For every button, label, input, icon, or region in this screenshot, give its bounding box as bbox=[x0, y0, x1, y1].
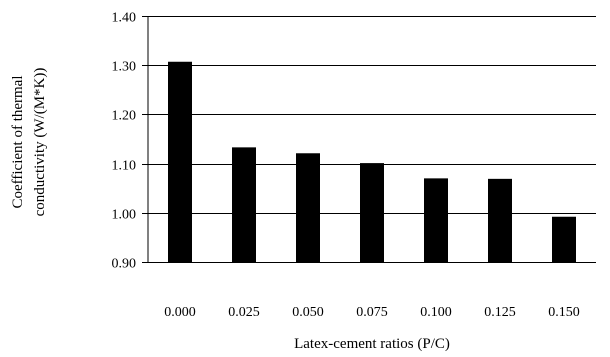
y-tick-label-5: 1.40 bbox=[112, 11, 137, 26]
bars bbox=[168, 61, 576, 263]
bar-4 bbox=[424, 178, 448, 262]
x-category-label-0: 0.000 bbox=[164, 305, 196, 320]
x-category-label-4: 0.100 bbox=[420, 305, 452, 320]
y-tick-label-2: 1.10 bbox=[112, 159, 137, 174]
bar-3 bbox=[360, 163, 384, 262]
x-category-label-1: 0.025 bbox=[228, 305, 260, 320]
x-category-label-6: 0.150 bbox=[548, 305, 580, 320]
y-tick-label-4: 1.30 bbox=[112, 60, 137, 75]
bar-2 bbox=[296, 153, 320, 262]
y-tick-label-3: 1.20 bbox=[112, 109, 137, 124]
x-category-label-5: 0.125 bbox=[484, 305, 516, 320]
bar-0 bbox=[168, 61, 192, 263]
y-tick-label-0: 0.90 bbox=[112, 257, 137, 272]
x-category-label-2: 0.050 bbox=[292, 305, 324, 320]
x-category-label-3: 0.075 bbox=[356, 305, 388, 320]
x-axis-label: Latex-cement ratios (P/C) bbox=[294, 336, 450, 352]
bar-6 bbox=[552, 216, 576, 262]
y-tick-label-1: 1.00 bbox=[112, 208, 137, 223]
y-axis-label-line-1: Coefficient of thermal bbox=[10, 75, 26, 208]
bar-5 bbox=[488, 178, 512, 262]
bar-1 bbox=[232, 147, 256, 262]
x-category-labels: 0.000 0.025 0.050 0.075 0.100 0.125 0.150 bbox=[164, 305, 580, 320]
y-axis-label-line-2: conductivity (W/(M*K)) bbox=[32, 68, 48, 217]
y-tick-labels: 0.90 1.00 1.10 1.20 1.30 1.40 bbox=[112, 11, 148, 272]
